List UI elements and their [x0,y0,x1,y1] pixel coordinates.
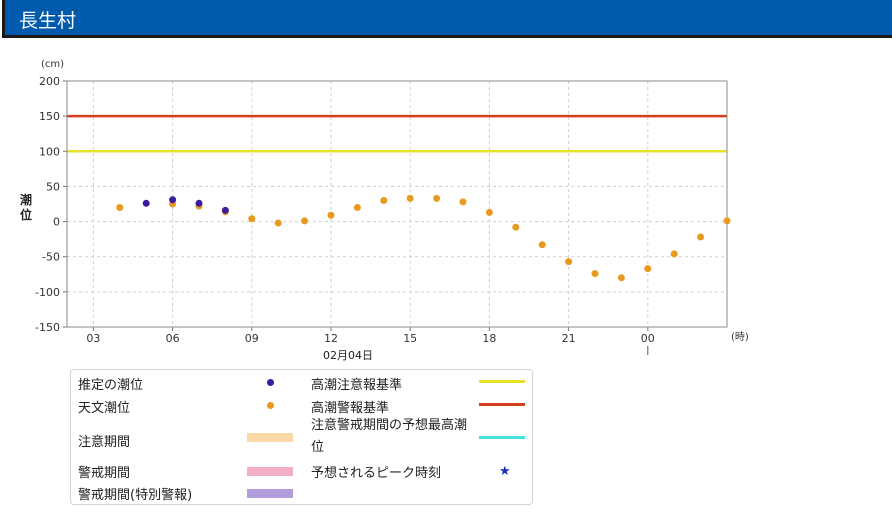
estimated-point [142,199,150,207]
x-tick-label: 09 [245,332,259,345]
astronomical-point [406,194,414,202]
chart-grid [67,81,727,327]
astronomical-point [433,194,441,202]
legend-estimated-marker [267,379,274,386]
threshold-lines [67,114,727,153]
date-label: 02月04日 [323,349,373,362]
legend: 推定の潮位 天文潮位 注意期間 警戒期間 警戒期間(特別警報) 高潮注意報基準 … [70,369,533,505]
astronomical-point [512,223,520,231]
x-tick-label: 00 [641,332,655,345]
legend-warning-period-swatch [247,467,293,476]
legend-forecast-max-label: 注意警戒期間の予想最高潮位 [311,418,468,455]
y-axis-label: 潮位 [20,192,32,222]
astronomical-point [565,258,573,266]
estimated-point [169,196,177,204]
x-unit-label: (時) [731,331,749,343]
y-axis-label-char: 潮 [20,192,32,207]
legend-warning-period-label: 警戒期間 [78,466,131,481]
astronomical-point [116,204,124,212]
x-tick-label: 03 [86,332,100,345]
estimated-point [195,199,203,207]
star-icon: ★ [499,464,511,479]
legend-estimated-label: 推定の潮位 [78,378,144,393]
legend-warning-line-label: 高潮警報基準 [311,401,390,416]
y-tick-label: -100 [35,286,60,299]
legend-special-warning-label: 警戒期間(特別警報) [78,488,193,503]
x-tick-label: 15 [403,332,417,345]
plot-frame [66,80,728,328]
legend-special-warning-swatch [247,489,293,498]
astronomical-point [723,217,731,225]
astronomical-point [485,208,493,216]
astronomical-point [644,265,652,273]
legend-caution-line-label: 高潮注意報基準 [311,378,403,393]
astronomical-point [248,215,256,223]
legend-peak-time-label: 予想されるピーク時刻 [311,466,442,481]
x-tick-label: 18 [482,332,496,345]
astronomical-point [353,204,361,212]
y-tick-label: 200 [39,75,60,88]
y-tick-label: 50 [46,180,60,193]
legend-warning-line-swatch [479,403,525,406]
x-tick-label: 06 [166,332,180,345]
y-axis-label-char: 位 [20,207,32,222]
y-tick-label: 150 [39,110,60,123]
astronomical-point [617,274,625,282]
y-tick-label: 0 [53,216,60,229]
y-tick-label: -150 [35,321,60,334]
astronomical-point [459,198,467,206]
legend-astronomical-label: 天文潮位 [78,401,131,416]
astronomical-point [591,270,599,278]
astronomical-point [697,233,705,241]
legend-caution-period-swatch [247,433,293,442]
x-tick-label: 12 [324,332,338,345]
astronomical-point [380,196,388,204]
y-unit-label: (cm) [41,59,64,70]
legend-caution-line-swatch [479,380,525,383]
astronomical-point [301,217,309,225]
astronomical-point [670,250,678,258]
legend-caution-period-label: 注意期間 [78,435,131,450]
page-title: 長生村 [19,10,77,32]
y-tick-label: -50 [42,251,60,264]
astronomical-point [538,241,546,249]
x-tick-label: 21 [562,332,576,345]
astronomical-point [274,219,282,227]
legend-forecast-max-swatch [479,436,525,439]
y-tick-label: 100 [39,145,60,158]
data-points [116,194,731,282]
legend-astronomical-marker [267,402,274,409]
chart-axes: 200 150 100 50 0 -50 -100 -150 06 09 12 15 18 21 00 03 [35,75,728,355]
estimated-point [221,206,229,214]
astronomical-point [327,211,335,219]
page-header: 長生村 [2,0,892,38]
